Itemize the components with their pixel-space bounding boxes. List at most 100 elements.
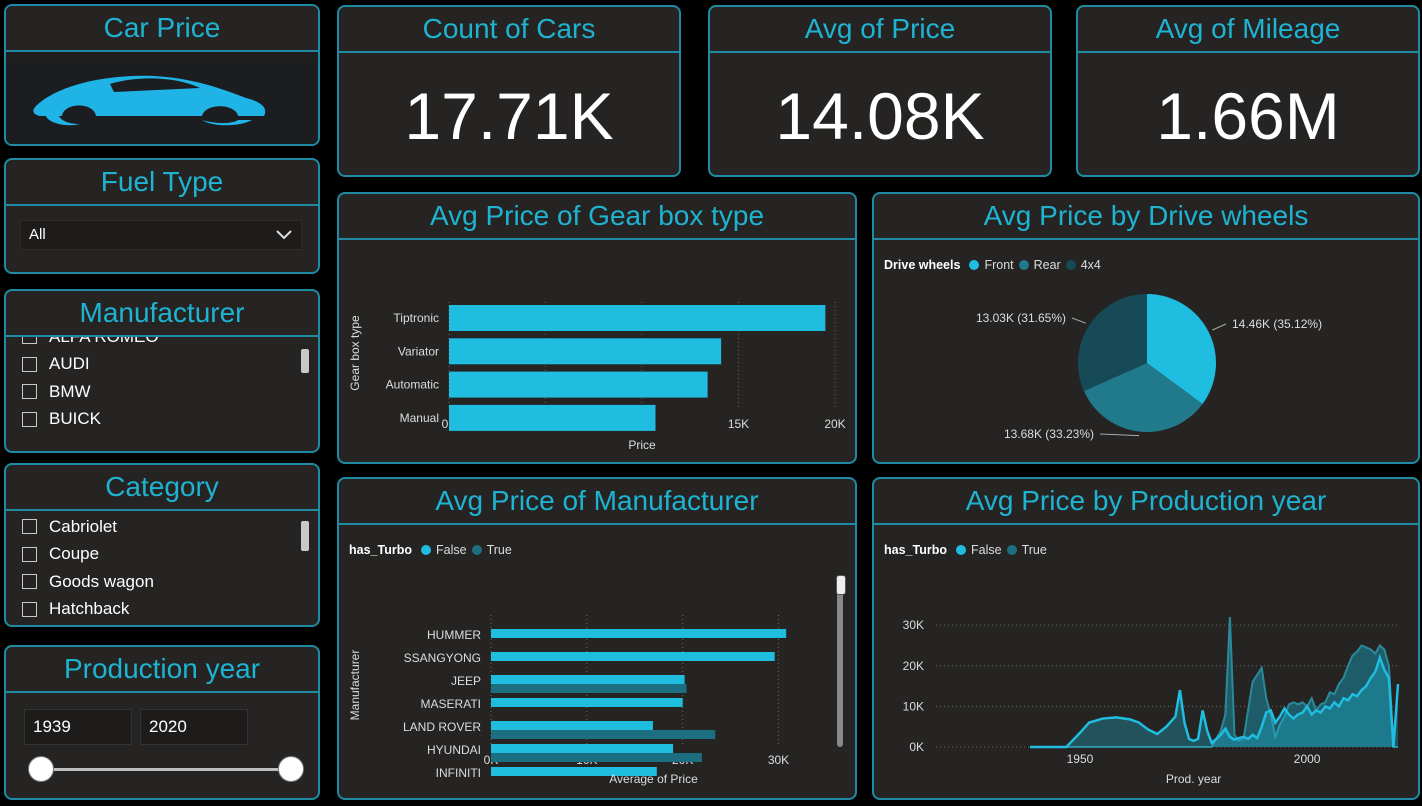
line-true [1030, 616, 1398, 748]
category-title: Category [6, 465, 318, 511]
x-axis-label: Average of Price [609, 772, 698, 786]
line-false [1030, 653, 1400, 749]
list-item[interactable]: ALFA ROMEO [22, 337, 308, 351]
chart-title: Avg Price of Gear box type [339, 194, 855, 240]
drive-legend: Drive wheels Front Rear 4x4 [884, 258, 1101, 272]
bar-false [491, 652, 775, 661]
fuel-type-slicer: Fuel Type All [4, 158, 320, 274]
year-min-input[interactable]: 1939 [24, 709, 132, 745]
bar-true [491, 730, 716, 739]
category-scrollbar[interactable] [301, 521, 309, 551]
production-year-chart-panel: Avg Price by Production year has_Turbo F… [872, 477, 1420, 800]
list-item[interactable]: BUICK [22, 406, 308, 434]
leader-line [1211, 323, 1227, 331]
y-tick-label: 30K [903, 618, 924, 632]
legend-title: has_Turbo [349, 543, 412, 557]
bar-false [491, 744, 674, 753]
x-tick-label: 2000 [1294, 752, 1321, 766]
kpi-value: 17.71K [404, 79, 614, 153]
category-slicer: Category Cabriolet Coupe Goods wagon Hat… [4, 463, 320, 627]
car-price-logo-panel: Car Price [4, 4, 320, 146]
y-axis-label: Manufacturer [348, 650, 362, 721]
checkbox[interactable] [22, 601, 37, 617]
kpi-avg-mileage: Avg of Mileage 1.66M [1076, 5, 1420, 177]
year-max-input[interactable]: 2020 [140, 709, 248, 745]
y-tick-label: LAND ROVER [403, 720, 481, 734]
manufacturer-chart: 0K10K20K30KHUMMERSSANGYONGJEEPMASERATILA… [348, 615, 789, 786]
list-item[interactable]: Cabriolet [22, 513, 308, 541]
legend-dot-true [471, 545, 482, 555]
legend-label-front: Front [984, 258, 1014, 272]
x-tick-label: 15K [728, 417, 749, 431]
x-tick-label: 30K [768, 753, 789, 767]
bar-true [491, 753, 702, 762]
list-item[interactable]: Coupe [22, 541, 308, 569]
kpi-title: Avg of Price [710, 7, 1050, 53]
y-tick-label: Variator [398, 344, 439, 358]
kpi-title: Avg of Mileage [1078, 7, 1418, 53]
fuel-type-dropdown[interactable]: All [20, 220, 302, 250]
manufacturer-slicer: Manufacturer ALFA ROMEO AUDI BMW BUICK [4, 289, 320, 453]
x-axis-label: Price [628, 438, 656, 452]
legend-label-4x4: 4x4 [1080, 258, 1101, 272]
manufacturer-chart-scroll-thumb[interactable] [836, 575, 846, 595]
x-tick-label: 1950 [1067, 752, 1094, 766]
chart-title: Avg Price by Production year [874, 479, 1418, 525]
y-axis-label: Gear box type [348, 315, 362, 391]
legend-dot-front [969, 260, 980, 270]
y-tick-label: 10K [903, 699, 924, 713]
data-label: 14.46K (35.12%) [1232, 317, 1322, 331]
bar-true [491, 684, 687, 693]
y-tick-label: JEEP [451, 674, 481, 688]
bar-false [491, 698, 683, 707]
bar-false [491, 721, 653, 730]
year-slider-track[interactable] [40, 768, 292, 771]
checkbox[interactable] [22, 356, 37, 372]
area-true [1030, 617, 1398, 747]
pie-slice-front [1147, 294, 1216, 404]
checkbox[interactable] [22, 519, 37, 535]
list-item[interactable]: AUDI [22, 351, 308, 379]
y-tick-label: 0K [909, 740, 924, 754]
sports-car-icon [6, 62, 318, 144]
production-year-slicer: Production year 1939 2020 [4, 645, 320, 800]
legend-dot-false [955, 545, 966, 555]
y-tick-label: HYUNDAI [427, 743, 481, 757]
bar [449, 338, 722, 365]
manufacturer-chart-panel: Avg Price of Manufacturer has_Turbo Fals… [337, 477, 857, 800]
data-label: 13.03K (31.65%) [976, 311, 1066, 325]
checkbox[interactable] [22, 384, 37, 400]
manufacturer-legend: has_Turbo False True [349, 543, 512, 557]
legend-dot-rear [1018, 260, 1029, 270]
kpi-avg-price: Avg of Price 14.08K [708, 5, 1052, 177]
list-item[interactable]: BMW [22, 378, 308, 406]
list-item[interactable]: Hatchback [22, 596, 308, 617]
drive-wheels-chart-panel: Avg Price by Drive wheels Drive wheels F… [872, 192, 1420, 464]
y-tick-label: Automatic [386, 378, 439, 392]
gearbox-chart-panel: Avg Price of Gear box type 0K5K10K15K20K… [337, 192, 857, 464]
legend-label-false: False [435, 543, 467, 557]
pie-slice-rear [1083, 363, 1203, 432]
fuel-type-selected: All [29, 226, 46, 243]
checkbox[interactable] [22, 337, 37, 345]
leader-line [1099, 433, 1140, 437]
manufacturer-scrollbar[interactable] [301, 349, 309, 373]
kpi-count-cars: Count of Cars 17.71K [337, 5, 681, 177]
checkbox[interactable] [22, 574, 37, 590]
fuel-type-title: Fuel Type [6, 160, 318, 206]
production-year-title: Production year [6, 647, 318, 693]
legend-label-true: True [1021, 543, 1047, 557]
legend-label-false: False [970, 543, 1002, 557]
chart-title: Avg Price by Drive wheels [874, 194, 1418, 240]
logo-title: Car Price [6, 6, 318, 52]
area-false [1030, 657, 1398, 747]
leader-line [1071, 317, 1086, 324]
production-year-chart: 0K 10K 20K 30K 1950 2000 Prod. year [903, 616, 1400, 786]
checkbox[interactable] [22, 411, 37, 427]
year-max-handle[interactable] [278, 756, 304, 782]
list-item[interactable]: Goods wagon [22, 568, 308, 596]
y-tick-label: Manual [400, 411, 439, 425]
checkbox[interactable] [22, 546, 37, 562]
manufacturer-chart-scrollbar[interactable] [837, 575, 843, 747]
year-min-handle[interactable] [28, 756, 54, 782]
